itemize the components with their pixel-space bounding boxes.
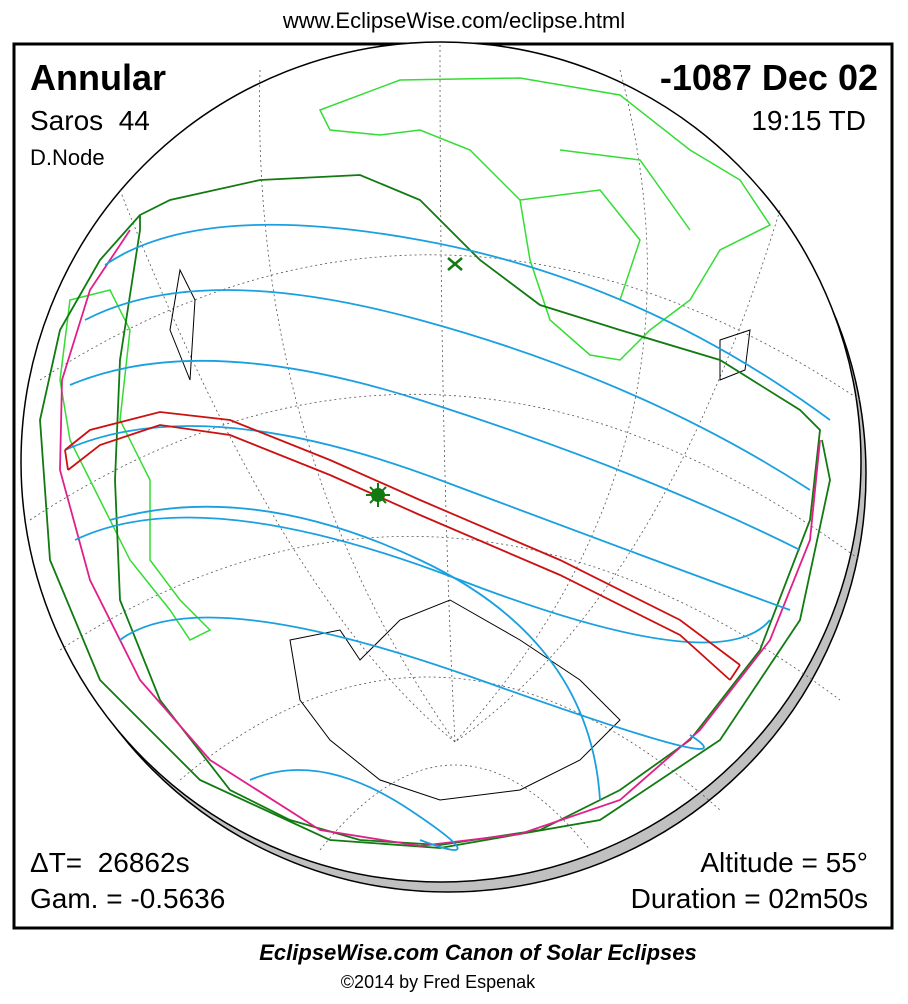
saros: Saros 44 [30, 105, 150, 136]
footer-credit: ©2014 by Fred Espenak [341, 972, 536, 992]
graticule [29, 44, 861, 851]
header-url: www.EclipseWise.com/eclipse.html [282, 8, 625, 33]
eclipse-paths [39, 174, 831, 851]
delta-t: ΔT= 26862s [30, 847, 190, 878]
greatest-eclipse-marker [447, 257, 463, 271]
eclipse-type: Annular [30, 57, 166, 98]
greatest-duration-marker [366, 483, 390, 507]
globe-disk [20, 41, 862, 883]
land [59, 77, 772, 801]
footer-title: EclipseWise.com Canon of Solar Eclipses [259, 940, 697, 965]
gamma: Gam. = -0.5636 [30, 883, 225, 914]
date: -1087 Dec 02 [660, 57, 878, 98]
node: D.Node [30, 145, 105, 170]
time: 19:15 TD [751, 105, 866, 136]
globe [20, 41, 867, 893]
duration: Duration = 02m50s [631, 883, 868, 914]
altitude: Altitude = 55° [700, 847, 868, 878]
